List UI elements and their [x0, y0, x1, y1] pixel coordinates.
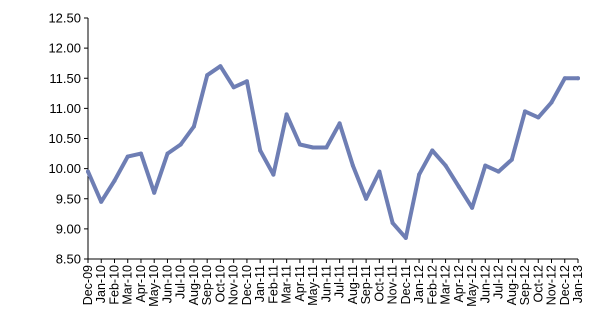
x-tick-label: Sep-11	[359, 265, 373, 304]
data-point	[509, 157, 514, 162]
data-point	[311, 145, 316, 150]
x-tick-label: Mar-11	[280, 265, 294, 304]
data-point	[430, 148, 435, 153]
x-tick-label: Jul-12	[492, 265, 506, 299]
x-tick-label: Aug-11	[346, 265, 360, 304]
data-point	[258, 148, 263, 153]
data-point	[576, 76, 580, 81]
data-point	[350, 163, 355, 168]
y-tick-label: 11.00	[49, 101, 81, 116]
y-tick-label: 9.00	[56, 221, 81, 236]
x-tick-label: Jan-10	[94, 265, 108, 303]
data-point	[218, 64, 223, 69]
x-tick-label: Dec-11	[399, 265, 413, 304]
y-tick-label: 8.50	[56, 252, 81, 267]
data-point	[403, 235, 408, 240]
data-point	[496, 169, 501, 174]
data-point	[443, 163, 448, 168]
data-point	[205, 73, 210, 78]
x-tick-label: Feb-12	[425, 265, 439, 305]
data-point	[377, 169, 382, 174]
x-tick-label: Jan-11	[253, 265, 267, 302]
x-tick-label: Apr-11	[293, 265, 307, 302]
x-tick-label: Nov-10	[227, 265, 241, 305]
data-point	[99, 199, 104, 204]
x-tick-label: May-10	[147, 265, 161, 307]
x-tick-label: Jun-10	[160, 265, 174, 303]
y-tick-label: 11.50	[49, 71, 81, 86]
x-tick-label: Jan-12	[412, 265, 426, 303]
x-tick-label: Jun-12	[478, 265, 492, 303]
data-point	[139, 151, 143, 156]
data-point	[271, 172, 276, 177]
data-point	[284, 112, 289, 117]
x-tick-label: Jun-11	[319, 265, 333, 302]
data-point	[86, 169, 90, 174]
x-tick-label: May-12	[465, 265, 479, 307]
x-tick-label: Oct-12	[531, 265, 545, 303]
x-tick-label: Dec-12	[558, 265, 572, 305]
data-point	[470, 205, 475, 210]
x-tick-label: Dec-10	[240, 265, 254, 305]
data-point	[456, 184, 461, 189]
data-point	[165, 151, 170, 156]
x-tick-label: Oct-10	[213, 265, 227, 303]
x-tick-label: Dec-09	[81, 265, 95, 305]
x-axis-ticks: Dec-09 Jan-10 Feb-10 Mar-10 Apr-10 May-10 Jun-…	[81, 259, 585, 307]
x-tick-label: Sep-10	[200, 265, 214, 305]
x-tick-label: Mar-12	[439, 265, 453, 305]
data-point	[523, 109, 527, 114]
series-layer	[86, 64, 580, 240]
y-tick-label: 9.50	[56, 191, 81, 206]
data-point	[178, 142, 183, 147]
data-point	[364, 196, 369, 201]
data-point	[152, 190, 157, 195]
x-tick-label: Feb-11	[266, 265, 280, 304]
data-point	[549, 100, 554, 105]
x-tick-label: Oct-11	[372, 265, 386, 302]
x-tick-label: Sep-12	[518, 265, 532, 305]
x-tick-label: Mar-10	[121, 265, 135, 305]
data-point	[562, 76, 567, 81]
x-tick-label: Nov-12	[545, 265, 559, 305]
data-point	[191, 124, 196, 129]
data-point	[337, 121, 342, 126]
x-tick-label: Jan-13	[571, 265, 585, 303]
data-point	[417, 172, 422, 177]
data-point	[483, 163, 488, 168]
data-point	[297, 142, 302, 147]
data-point	[231, 85, 236, 90]
series-line	[86, 64, 580, 240]
x-tick-label: Jul-10	[174, 265, 188, 299]
data-point	[536, 115, 541, 120]
y-axis-ticks: 12.50 12.00 11.50 11.00 10.50 10.00 9.50 9.00 8.…	[48, 11, 88, 267]
x-tick-label: May-11	[306, 265, 320, 306]
data-point	[244, 79, 249, 84]
y-tick-label: 12.50	[48, 11, 81, 26]
x-tick-label: Aug-12	[505, 265, 519, 305]
x-tick-label: Jul-11	[333, 265, 347, 298]
y-tick-label: 12.00	[48, 41, 81, 56]
x-tick-label: Apr-12	[452, 265, 466, 303]
data-point	[390, 220, 395, 225]
data-point	[125, 154, 130, 159]
data-point	[112, 178, 117, 183]
x-tick-label: Nov-11	[386, 265, 400, 304]
x-tick-label: Feb-10	[107, 265, 121, 305]
y-tick-label: 10.00	[48, 161, 81, 176]
x-tick-label: Aug-10	[187, 265, 201, 305]
y-tick-label: 10.50	[48, 131, 81, 146]
data-point	[324, 145, 329, 150]
x-tick-label: Apr-10	[134, 265, 148, 303]
